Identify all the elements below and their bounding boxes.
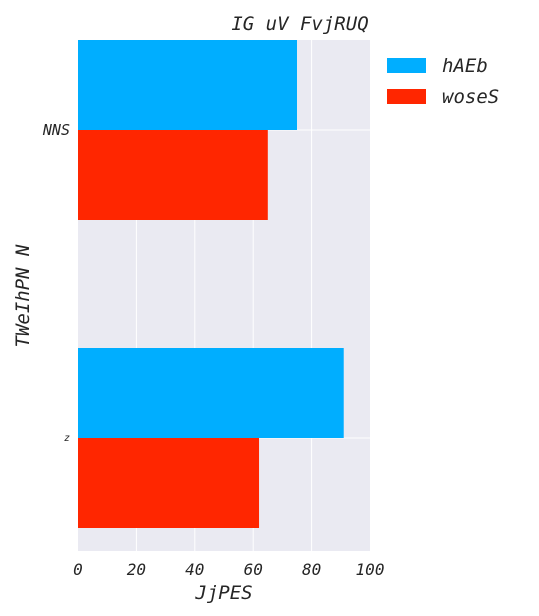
chart-title: IG uV FvjRUQ: [231, 13, 368, 35]
bar-hAEb-z: [78, 348, 344, 438]
x-tick-label: 0: [73, 560, 83, 579]
y-axis-label: TWeIhPN N: [12, 244, 34, 348]
bar-woseS-NNS: [78, 130, 268, 220]
x-tick-label: 20: [127, 560, 146, 579]
x-tick-label: 100: [356, 560, 385, 579]
y-tick-label: z: [64, 433, 70, 444]
x-tick-label: 80: [302, 560, 321, 579]
x-tick-label: 60: [244, 560, 263, 579]
legend-swatch: [387, 89, 426, 104]
bar-hAEb-NNS: [78, 40, 297, 130]
legend-swatch: [387, 58, 426, 73]
x-tick-label: 40: [185, 560, 204, 579]
legend-label: woseS: [442, 86, 499, 108]
bars: [78, 40, 344, 528]
legend: hAEb woseS: [387, 55, 499, 108]
x-tick-labels: 0 20 40 60 80 100: [73, 560, 384, 579]
x-axis-label: JjPES: [194, 582, 252, 604]
y-tick-labels: NNS z: [42, 121, 70, 444]
legend-label: hAEb: [442, 55, 488, 77]
bar-woseS-z: [78, 438, 260, 528]
y-tick-label: NNS: [42, 121, 70, 139]
